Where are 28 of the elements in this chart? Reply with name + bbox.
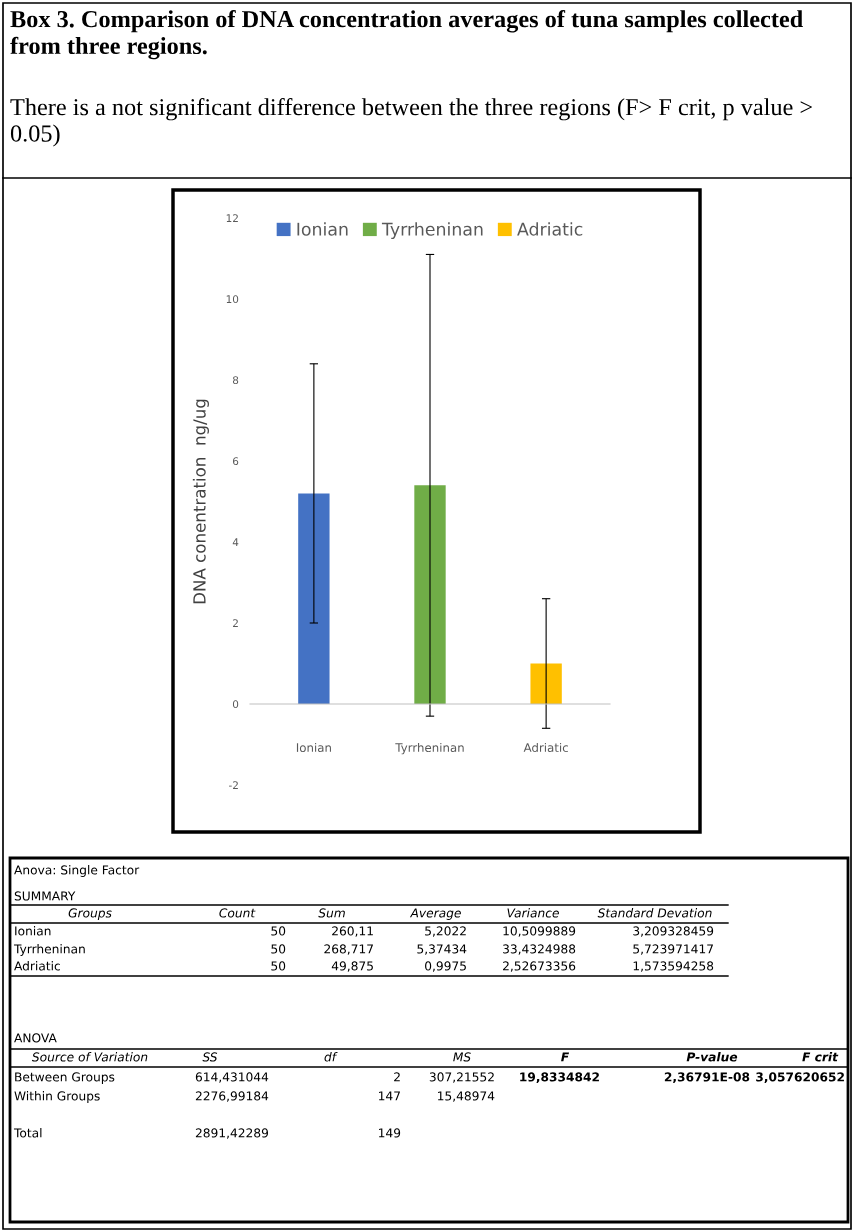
legend-label: Ionian (297, 222, 348, 236)
y-tick-label: 12 (226, 214, 238, 222)
text: Groups Count Sum Average Variance Standard Devation (68, 908, 712, 920)
text: Between Groups 614,431044 2 307,21552 19,8334842 2,36791E-08 3,057620652 (15, 1072, 844, 1084)
y-tick-label: 10 (226, 295, 239, 304)
text: Anova: Single Factor (14, 865, 140, 877)
y-tick-label: 4 (232, 538, 239, 546)
text: Ionian 50 260,11 5,2022 10,5099889 3,209328459 (15, 926, 714, 937)
text: Source of Variation SS df MS F P-value F crit (31, 1052, 839, 1062)
y-tick-label: 0 (232, 700, 239, 709)
text: Tyrrheninan 50 268,717 5,37434 33,4324988 5,723971417 (13, 944, 713, 956)
text: Within Groups 2276,99184 147 15,48974 (14, 1091, 495, 1103)
legend-label: Tyrrheninan (381, 222, 483, 240)
text: ANOVA (14, 1033, 57, 1043)
chart-subtitle: There is a not significant difference between the three regions (F> F crit, p value > 0.05) (10, 98, 812, 147)
legend-label: Adriatic (517, 222, 583, 236)
y-tick-label: 2 (233, 619, 238, 627)
text: SUMMARY (14, 891, 76, 901)
x-tick-label: Adriatic (523, 742, 568, 753)
text: Total 2891,42289 149 (13, 1128, 401, 1139)
y-tick-label: -2 (229, 781, 238, 789)
y-tick-label: 8 (232, 376, 239, 385)
text: Adriatic 50 49,875 0,9975 2,52673356 1,573594258 (14, 961, 714, 972)
y-axis-title: DNA conentration ng/ug (192, 399, 209, 604)
chart-title: Box 3. Comparison of DNA concentration averages of tuna samples collected from three regions. (10, 10, 803, 60)
y-tick-label: 6 (232, 457, 239, 466)
x-tick-label: Ionian (296, 742, 331, 753)
x-tick-label: Tyrrheninan (395, 742, 464, 755)
